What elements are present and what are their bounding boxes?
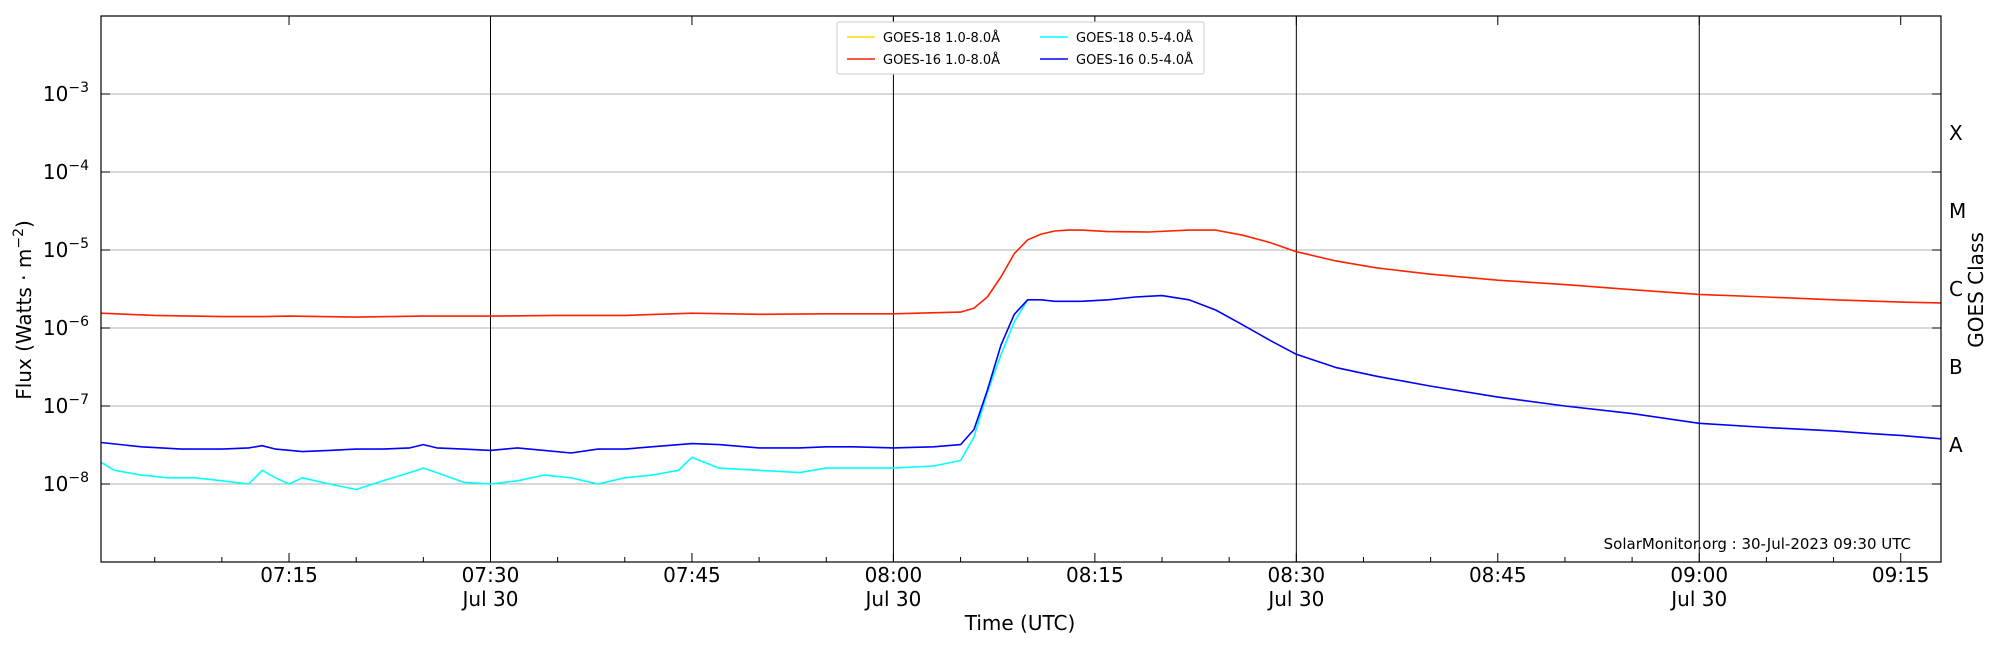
watermark: SolarMonitor.org : 30-Jul-2023 09:30 UTC [1604, 535, 1911, 553]
x-tick-label-6: 08:45 [1469, 563, 1527, 587]
y-axis-label-main: Flux (Watts · m [12, 249, 36, 400]
legend: GOES-18 1.0-8.0Å GOES-16 1.0-8.0Å GOES-18 … [836, 21, 1205, 75]
legend-label-3: GOES-16 0.5-4.0Å [1076, 52, 1193, 68]
y-axis-label-sup: −2 [11, 228, 27, 249]
series-line-3 [100, 294, 1942, 454]
series-line-1 [100, 229, 1942, 318]
x-tick-label-0: 07:15 [260, 563, 318, 587]
goes-class-labels: A B C M X [1949, 121, 1966, 457]
y-tick-label-2: 10−6 [43, 314, 89, 340]
x-tick-label-5: 08:30 [1268, 563, 1326, 587]
series-layer [100, 229, 1942, 491]
x-tick-label-2: 07:45 [663, 563, 721, 587]
legend-frame [836, 21, 1205, 75]
y2-axis-label: GOES Class [1964, 232, 1988, 348]
y-tick-label-3: 10−5 [43, 236, 89, 262]
x-tick-label-7: 09:00 [1670, 563, 1728, 587]
axes-layer [100, 15, 1942, 563]
y-tick-label-5: 10−3 [43, 80, 89, 106]
y-axis-label: Flux (Watts · m−2) [11, 220, 36, 400]
y-tick-label-4: 10−4 [43, 158, 89, 184]
plot-frame [100, 15, 1942, 563]
series-line-2 [100, 299, 1029, 491]
y-tick-label-0: 10−8 [43, 470, 89, 496]
legend-label-1: GOES-16 1.0-8.0Å [883, 52, 1000, 68]
goes-class-label-m: M [1949, 199, 1966, 223]
goes-class-label-a: A [1949, 433, 1963, 457]
vertical-day-markers [489, 16, 1700, 562]
grid-layer [101, 93, 1941, 485]
y-tick-label-1: 10−7 [43, 392, 89, 418]
x-tick-date-3: Jul 30 [863, 587, 921, 611]
x-tick-label-1: 07:30 [462, 563, 520, 587]
x-axis-label: Time (UTC) [964, 611, 1076, 635]
x-tick-label-4: 08:15 [1066, 563, 1124, 587]
goes-class-label-b: B [1949, 355, 1963, 379]
goes-class-label-c: C [1949, 277, 1963, 301]
y-ticks: 10−8 10−7 10−6 10−5 10−4 10−3 [43, 80, 1941, 496]
legend-items: GOES-18 1.0-8.0Å GOES-16 1.0-8.0Å GOES-18 … [847, 30, 1193, 68]
x-tick-label-3: 08:00 [865, 563, 923, 587]
x-tick-date-7: Jul 30 [1669, 587, 1727, 611]
goes-class-label-x: X [1949, 121, 1963, 145]
y-axis-label-close: ) [12, 220, 36, 228]
x-tick-date-1: Jul 30 [461, 587, 519, 611]
legend-label-2: GOES-18 0.5-4.0Å [1076, 30, 1193, 46]
legend-label-0: GOES-18 1.0-8.0Å [883, 30, 1000, 46]
x-tick-label-8: 09:15 [1872, 563, 1930, 587]
x-tick-date-5: Jul 30 [1266, 587, 1324, 611]
